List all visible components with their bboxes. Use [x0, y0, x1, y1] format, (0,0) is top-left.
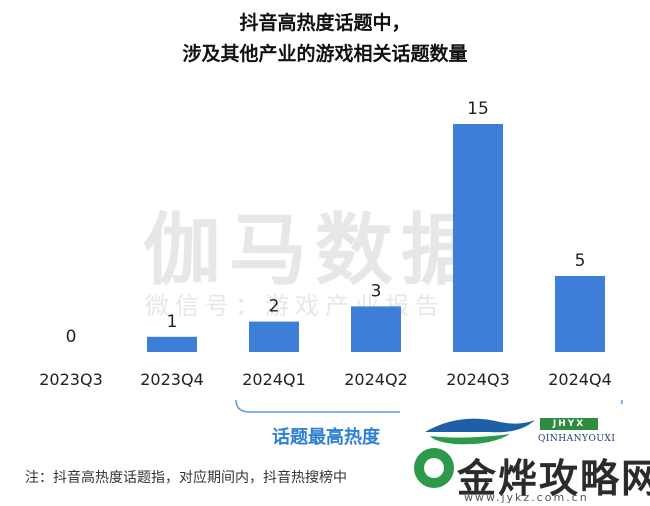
ad-brand-english: QINHANYOUXI — [538, 434, 616, 444]
data-label-2024Q1: 2 — [269, 297, 280, 317]
data-label-2023Q3: 0 — [66, 327, 77, 347]
data-label-2024Q4: 5 — [575, 251, 586, 271]
x-tick-label-2024Q3: 2024Q3 — [446, 370, 510, 389]
watermark-main: 伽马数据 — [143, 206, 488, 296]
ad-url[interactable]: www.jykz.com.cn — [464, 491, 589, 504]
data-label-2024Q3: 15 — [467, 99, 489, 119]
ad-overlay[interactable]: JHYX QINHANYOUXI 金烨攻略网 www.jykz.com.cn — [400, 404, 650, 506]
data-label-2024Q2: 3 — [371, 281, 382, 301]
bar-2024Q3 — [453, 124, 503, 352]
x-tick-label-2023Q3: 2023Q3 — [39, 370, 103, 389]
bar-2023Q4 — [147, 336, 197, 352]
plug-logo-icon — [414, 448, 454, 488]
chart-title: 抖音高热度话题中， 涉及其他产业的游戏相关话题数量 — [0, 8, 650, 70]
x-tick-label-2023Q4: 2023Q4 — [140, 370, 204, 389]
ad-brand-badge: JHYX — [540, 418, 598, 430]
x-tick-label-2024Q2: 2024Q2 — [344, 370, 408, 389]
x-tick-label-2024Q4: 2024Q4 — [548, 370, 612, 389]
dragon-logo-icon — [425, 418, 535, 445]
bar-2024Q4 — [555, 276, 605, 352]
annotation-label: 话题最高热度 — [272, 427, 380, 448]
bar-2024Q1 — [249, 321, 299, 352]
x-tick-label-2024Q1: 2024Q1 — [242, 370, 306, 389]
ad-site-name: 金烨攻略网 — [457, 457, 650, 502]
footnote: 注：抖音高热度话题指，对应期间内，抖音热搜榜中 — [25, 470, 347, 486]
title-line-1: 抖音高热度话题中， — [239, 12, 411, 34]
data-label-2023Q4: 1 — [167, 312, 178, 332]
bar-2024Q2 — [351, 306, 401, 352]
title-line-2: 涉及其他产业的游戏相关话题数量 — [182, 43, 468, 65]
